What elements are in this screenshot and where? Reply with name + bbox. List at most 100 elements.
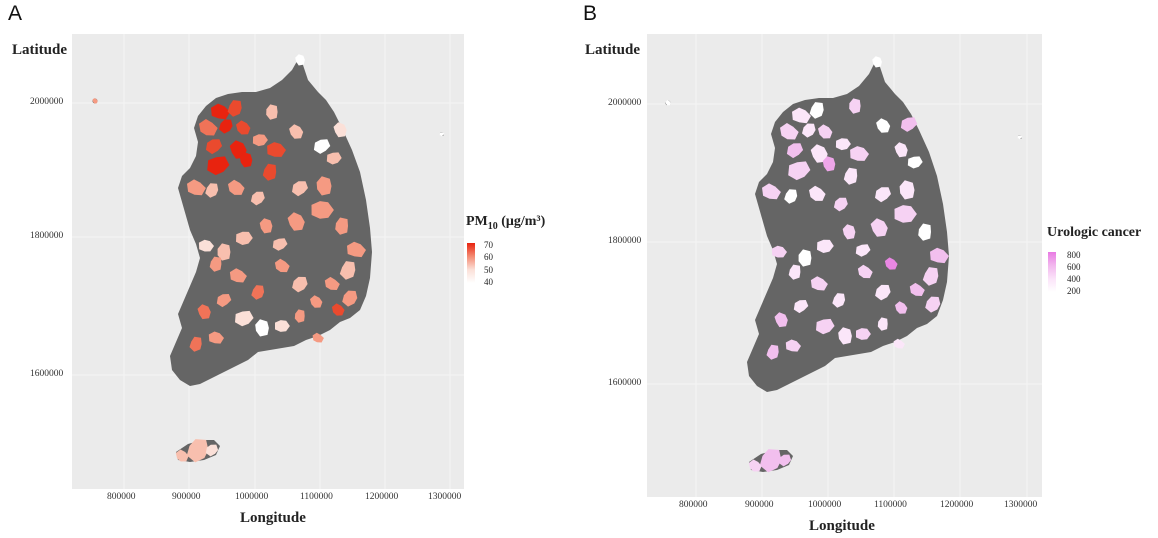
y-tick: 1600000 (30, 369, 64, 379)
region-fill (339, 261, 356, 280)
map-a (72, 34, 464, 489)
region-fill (922, 267, 939, 286)
panel-b: B Latitude 2000000 1800000 1600000 80000… (579, 0, 1158, 538)
x-tick: 1000000 (235, 492, 269, 502)
region-fill (762, 183, 781, 200)
region-fill (788, 161, 811, 181)
x-tick: 1300000 (428, 492, 462, 502)
region-fill (835, 138, 851, 151)
x-tick: 800000 (107, 492, 136, 502)
legend-title: PM10 (μg/m³) (466, 214, 545, 232)
region-fill (236, 231, 253, 245)
y-axis-title: Latitude (585, 42, 641, 58)
region-fill (205, 139, 223, 155)
region-fill (207, 156, 230, 176)
region-fill (211, 103, 230, 120)
region-fill (838, 327, 852, 345)
region-fill (197, 304, 211, 320)
region-fill (229, 268, 247, 283)
y-tick: 2000000 (30, 97, 64, 107)
region-fill (227, 100, 242, 117)
region-fill (875, 284, 891, 301)
region-fill (255, 319, 269, 337)
legend-tick: 600 (1067, 262, 1081, 272)
region-fill (259, 218, 273, 234)
region-fill (877, 317, 888, 331)
panel-a: A Latitude 2000000 1800000 1600000 80000… (8, 2, 545, 526)
region-fill (802, 123, 816, 138)
region-fill (856, 328, 871, 340)
region-fills (92, 54, 445, 463)
region-fill (833, 197, 848, 212)
region-fill (810, 276, 828, 291)
region-fill (785, 339, 801, 352)
region-fill (665, 100, 671, 106)
region-fill (925, 296, 941, 313)
region-fill (893, 338, 905, 349)
region-fill (899, 180, 915, 200)
x-tick: 1300000 (1004, 500, 1038, 510)
x-tick: 1000000 (808, 500, 842, 510)
legend-title-units: (μg/m³) (497, 214, 546, 229)
region-fill (275, 320, 290, 332)
legend-tick: 200 (1067, 286, 1081, 296)
region-fill (266, 104, 278, 120)
x-tick: 1200000 (940, 500, 974, 510)
legend-colorbar (1048, 252, 1056, 292)
panel-label: B (583, 2, 598, 25)
legend-tick: 40 (484, 277, 493, 287)
region-fill (342, 290, 358, 307)
region-fill (209, 256, 222, 272)
region-fill (262, 163, 277, 181)
region-fill (208, 331, 224, 344)
region-fill (239, 152, 253, 168)
region-fill (875, 187, 891, 203)
y-axis-title: Latitude (12, 42, 68, 58)
region-fill (252, 134, 268, 147)
region-fill (326, 152, 342, 165)
region-fill (766, 344, 779, 360)
region-fill (1017, 135, 1023, 140)
region-fill (809, 185, 826, 201)
region-fill (876, 118, 891, 133)
region-fill (292, 181, 308, 197)
region-fill (251, 285, 265, 300)
x-tick: 900000 (172, 492, 201, 502)
region-fill (333, 122, 347, 138)
region-fill (187, 179, 206, 196)
x-tick: 900000 (745, 500, 774, 510)
region-fill (907, 156, 923, 169)
legend-tick: 70 (484, 240, 493, 250)
map-b (647, 34, 1042, 497)
x-tick: 800000 (679, 500, 708, 510)
region-fill (774, 312, 788, 328)
region-fill (289, 124, 304, 139)
region-fill (780, 123, 799, 140)
region-fill (310, 295, 323, 308)
region-fill (872, 56, 882, 68)
legend-title-sub: 10 (487, 220, 498, 232)
legend-title-main: PM (466, 214, 488, 229)
y-tick: 1800000 (30, 231, 64, 241)
y-tick: 1800000 (608, 236, 642, 246)
region-fill (335, 217, 348, 235)
region-fill (287, 212, 305, 231)
region-fill (855, 244, 871, 257)
region-fill (189, 336, 202, 352)
region-fill (217, 243, 231, 261)
region-fill (235, 310, 254, 327)
region-fill (295, 54, 305, 66)
region-fill (870, 218, 888, 237)
region-fill (311, 201, 334, 219)
legend-title: Urologic cancer (1047, 225, 1142, 240)
region-fill (219, 119, 233, 134)
region-fill (849, 98, 861, 114)
region-fill (92, 98, 98, 104)
y-tick: 1600000 (608, 378, 642, 388)
region-fill (909, 282, 925, 296)
region-fill (817, 239, 834, 253)
legend-tick: 800 (1067, 250, 1081, 260)
region-fill (810, 144, 828, 163)
x-axis-title: Longitude (809, 518, 875, 534)
region-fill (205, 183, 219, 198)
